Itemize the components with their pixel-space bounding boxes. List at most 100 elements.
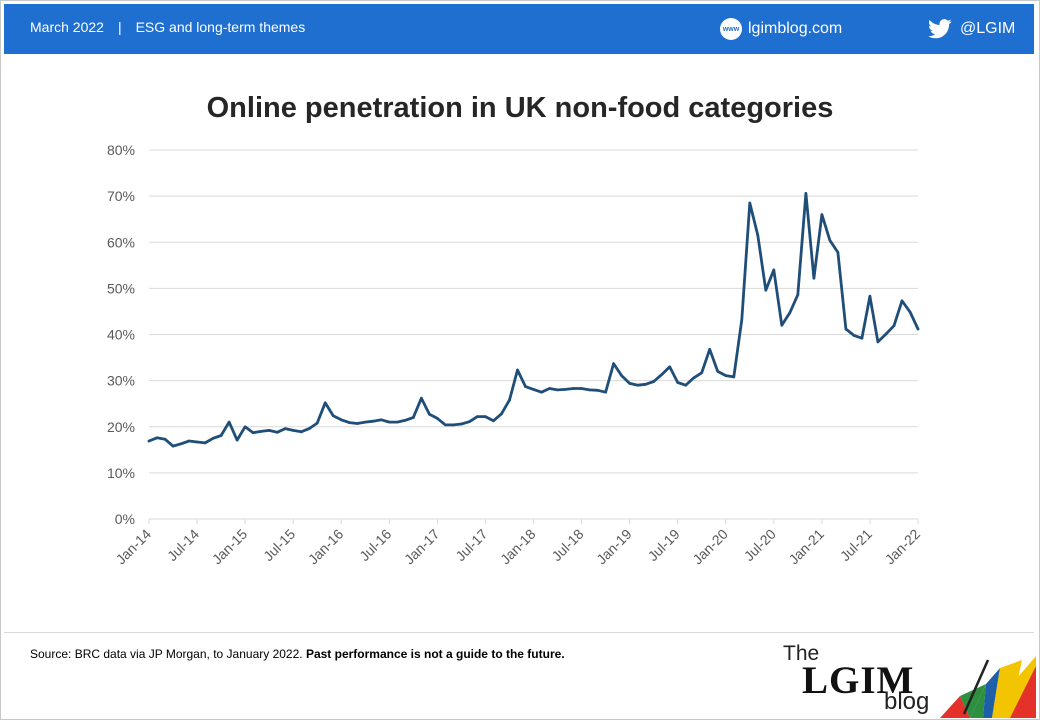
data-point — [764, 288, 768, 292]
data-point — [724, 374, 728, 377]
data-point — [756, 234, 760, 237]
data-point — [660, 373, 663, 376]
data-point — [380, 418, 383, 422]
data-point — [676, 381, 679, 384]
data-point — [580, 387, 583, 390]
website-link[interactable]: www lgimblog.com — [720, 16, 842, 42]
data-point — [620, 374, 623, 377]
data-point — [716, 370, 720, 373]
x-tick-label: Jan-17 — [401, 526, 443, 568]
line-chart: 0%10%20%30%40%50%60%70%80%Jan-14 Jul-14 Ja… — [107, 142, 924, 568]
data-point — [708, 347, 712, 351]
y-tick-label: 10% — [107, 465, 135, 481]
data-point — [251, 431, 255, 435]
data-point — [772, 268, 776, 272]
data-point — [524, 385, 527, 388]
twitter-handle: @LGIM — [960, 20, 1016, 37]
data-point — [323, 401, 327, 405]
data-point — [916, 327, 920, 331]
x-tick-label: Jul-15 — [260, 526, 298, 564]
data-point — [572, 387, 575, 390]
data-point — [339, 418, 343, 422]
twitter-bird-icon — [928, 19, 952, 39]
data-point — [468, 420, 471, 423]
header-breadcrumb: March 2022 | ESG and long-term themes — [30, 19, 305, 35]
x-tick-label: Jul-14 — [164, 526, 202, 564]
data-point — [556, 388, 559, 392]
lgim-blog-logo: The LGIM blog — [780, 638, 1036, 718]
data-point — [219, 434, 223, 437]
data-point — [331, 414, 335, 417]
data-point — [211, 436, 215, 440]
data-point — [363, 420, 367, 424]
data-point — [748, 201, 752, 205]
data-point — [412, 416, 415, 419]
data-point — [500, 412, 503, 416]
data-point — [812, 276, 816, 280]
x-tick-label: Jan-22 — [882, 526, 924, 568]
data-point — [820, 213, 824, 216]
data-point — [452, 423, 455, 427]
x-tick-label: Jan-14 — [113, 526, 155, 568]
logo-blog: blog — [884, 688, 930, 715]
data-point — [420, 396, 423, 400]
twitter-link[interactable]: @LGIM — [928, 16, 1015, 42]
y-tick-label: 30% — [107, 373, 135, 389]
data-point — [476, 415, 479, 418]
data-point — [163, 437, 167, 441]
data-point — [227, 420, 231, 424]
data-point — [508, 398, 511, 402]
data-point — [684, 383, 687, 387]
y-tick-label: 80% — [107, 142, 135, 158]
data-point — [732, 375, 736, 379]
x-tick-label: Jan-15 — [209, 526, 251, 568]
data-point — [700, 371, 704, 375]
data-point — [596, 389, 599, 392]
www-icon: www — [720, 18, 742, 40]
data-point — [564, 388, 567, 391]
chart-title: Online penetration in UK non-food catego… — [206, 92, 834, 124]
footer-divider — [4, 632, 1034, 633]
data-point — [235, 438, 239, 442]
header-separator: | — [117, 19, 122, 35]
y-tick-label: 40% — [107, 327, 135, 343]
data-point — [828, 239, 832, 242]
y-tick-label: 50% — [107, 280, 135, 296]
data-point — [179, 442, 183, 446]
data-point — [636, 383, 639, 387]
x-tick-label: Jan-16 — [305, 526, 347, 568]
data-point — [371, 419, 375, 423]
header-bar: March 2022 | ESG and long-term themes www … — [4, 4, 1034, 54]
data-point — [796, 293, 800, 297]
data-point — [404, 418, 407, 422]
source-text: Source: BRC data via JP Morgan, to Janua… — [30, 647, 306, 661]
data-point — [299, 430, 303, 434]
data-point — [844, 327, 848, 331]
series-line — [147, 191, 920, 448]
data-point — [644, 383, 647, 386]
data-point — [291, 429, 295, 432]
data-point — [692, 376, 696, 380]
logo-lgim: LGIM — [802, 659, 915, 702]
data-point — [243, 425, 247, 429]
data-point — [187, 439, 191, 443]
data-point — [740, 318, 744, 322]
data-point — [804, 192, 808, 195]
data-point — [460, 422, 463, 426]
x-tick-label: Jan-18 — [497, 526, 539, 568]
data-point — [355, 422, 359, 425]
data-point — [588, 388, 591, 392]
data-point — [516, 368, 519, 372]
x-tick-label: Jul-16 — [356, 526, 394, 564]
data-point — [908, 310, 912, 314]
data-point — [876, 340, 880, 344]
data-point — [267, 429, 271, 432]
data-point — [155, 436, 159, 440]
data-point — [612, 362, 615, 365]
header-date: March 2022 — [30, 19, 104, 35]
x-tick-label: Jul-19 — [645, 526, 683, 564]
logo-the: The — [783, 642, 820, 665]
data-point — [484, 415, 487, 418]
data-point — [852, 334, 856, 337]
x-tick-label: Jul-20 — [741, 526, 779, 564]
